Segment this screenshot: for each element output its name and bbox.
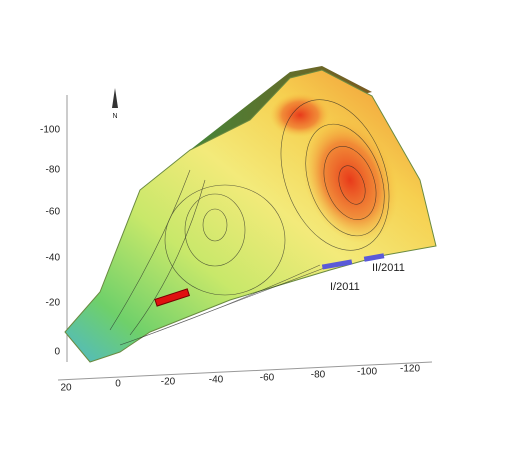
- ticks: -100 -80 -60 -40 -20 0 20 0 -20 -40 -60 -80 -100 -120: [40, 125, 420, 394]
- h-tick-label: -60: [260, 373, 275, 384]
- v-tick-label: -20: [46, 298, 61, 309]
- h-tick-label: -100: [357, 367, 377, 378]
- h-tick-label: 0: [115, 379, 121, 390]
- annotation: I/2011: [330, 281, 360, 293]
- h-tick-label: -20: [161, 377, 176, 388]
- h-tick-label: -120: [400, 364, 420, 375]
- surface: [64, 66, 437, 363]
- contours: [109, 99, 390, 346]
- north-arrow: N: [112, 88, 118, 120]
- v-tick-label: -60: [46, 207, 61, 218]
- h-tick-label: 20: [60, 383, 72, 394]
- marker-blue: [321, 259, 353, 270]
- horizontal-axis: [57, 361, 433, 381]
- north-label: N: [112, 113, 117, 120]
- v-tick-label: 0: [54, 347, 60, 358]
- h-tick-label: -40: [209, 375, 224, 386]
- marker-blue: [363, 253, 385, 262]
- surface-peak: [302, 117, 398, 243]
- surface-peak: [270, 93, 330, 137]
- h-tick-label: -80: [311, 370, 326, 381]
- v-tick-label: -100: [40, 125, 60, 136]
- axes: [57, 95, 433, 381]
- annotation: II/2011: [372, 262, 405, 274]
- marker-red: [154, 288, 191, 307]
- v-tick-label: -80: [46, 165, 61, 176]
- v-tick-label: -40: [46, 253, 61, 264]
